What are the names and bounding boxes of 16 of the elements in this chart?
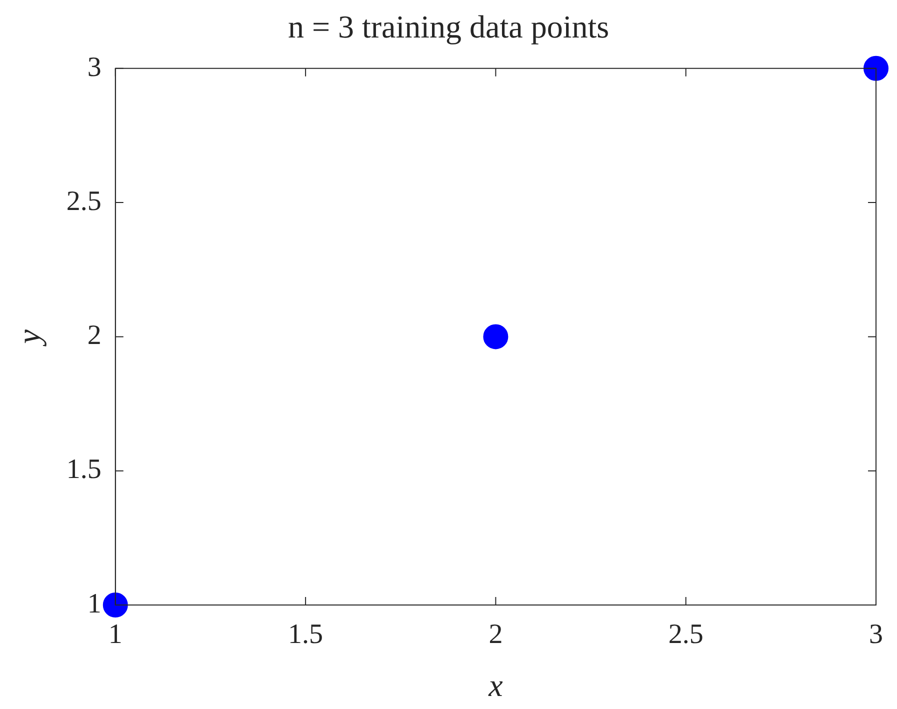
point	[864, 56, 888, 81]
y-tick-label: 1.5	[66, 454, 102, 486]
y-axis-title: y	[10, 328, 47, 347]
y-tick-label: 2.5	[66, 186, 102, 217]
x-tick-label: 2.5	[668, 619, 704, 650]
y-tick-label: 3	[87, 52, 102, 83]
x-tick-label: 3	[869, 619, 883, 650]
x-tick-label: 1.5	[288, 619, 324, 650]
point	[483, 324, 508, 350]
y-tick-label: 1	[87, 588, 102, 620]
x-axis-title: x	[488, 667, 503, 704]
point	[102, 592, 128, 618]
chart-title: n = 3 training data points	[288, 8, 610, 45]
y-tick-label: 2	[87, 320, 102, 352]
x-tick-label: 2	[488, 619, 503, 650]
x-tick-label: 1	[108, 619, 122, 650]
